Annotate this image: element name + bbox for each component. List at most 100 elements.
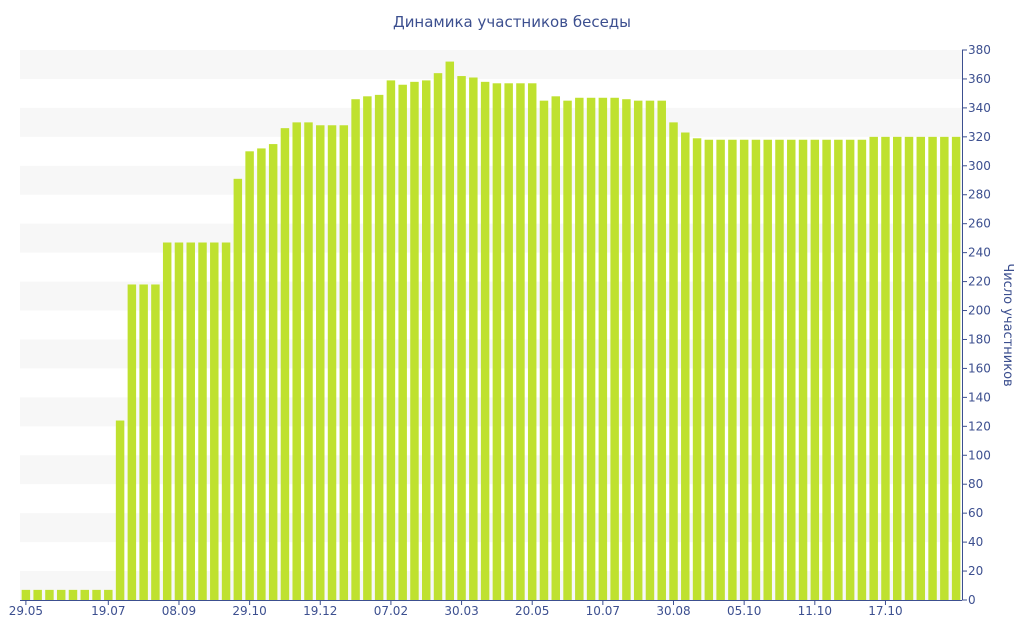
bar[interactable] xyxy=(80,589,90,600)
y-tick-label: 380 xyxy=(968,43,991,57)
bar[interactable] xyxy=(492,83,502,600)
bar[interactable] xyxy=(186,242,195,601)
bar[interactable] xyxy=(516,83,525,600)
y-tick-label: 160 xyxy=(968,361,991,375)
bar[interactable] xyxy=(692,138,702,600)
bar[interactable] xyxy=(386,80,396,601)
bar[interactable] xyxy=(351,99,360,601)
bar[interactable] xyxy=(457,76,466,601)
grid-band xyxy=(20,165,962,195)
bar[interactable] xyxy=(586,97,596,601)
bar[interactable] xyxy=(551,96,561,600)
bar[interactable] xyxy=(622,99,631,601)
bar[interactable] xyxy=(763,139,772,600)
bar[interactable] xyxy=(775,139,784,600)
bar[interactable] xyxy=(56,589,66,600)
bar[interactable] xyxy=(92,589,101,600)
bar[interactable] xyxy=(21,589,31,600)
bar[interactable] xyxy=(951,136,961,600)
bar[interactable] xyxy=(598,97,608,601)
y-axis-title: Число участников xyxy=(1000,263,1015,386)
bar[interactable] xyxy=(575,97,584,601)
bar[interactable] xyxy=(174,242,184,601)
bar[interactable] xyxy=(245,151,254,600)
bar[interactable] xyxy=(798,139,808,600)
bar[interactable] xyxy=(104,589,113,600)
bar[interactable] xyxy=(810,139,820,600)
bar[interactable] xyxy=(739,139,749,600)
grid-band xyxy=(20,397,962,427)
bar[interactable] xyxy=(316,125,325,601)
y-tick-label: 140 xyxy=(968,390,991,404)
x-tick-label: 19.12 xyxy=(303,604,337,618)
y-tick-label: 360 xyxy=(968,72,991,86)
bar[interactable] xyxy=(504,83,513,600)
bar[interactable] xyxy=(327,125,337,601)
bar[interactable] xyxy=(304,122,313,601)
bar[interactable] xyxy=(139,284,148,600)
bar[interactable] xyxy=(881,136,890,600)
bar[interactable] xyxy=(233,178,243,600)
bar[interactable] xyxy=(410,81,419,600)
y-tick-label: 200 xyxy=(968,304,991,318)
y-tick-label: 220 xyxy=(968,275,991,289)
bar[interactable] xyxy=(374,94,384,601)
bar[interactable] xyxy=(834,139,843,600)
bar[interactable] xyxy=(210,242,219,601)
bar[interactable] xyxy=(68,589,78,600)
bar[interactable] xyxy=(433,73,443,600)
x-tick-label: 10.07 xyxy=(586,604,620,618)
bar[interactable] xyxy=(669,122,678,601)
bar[interactable] xyxy=(869,136,878,600)
x-tick-label: 19.07 xyxy=(91,604,125,618)
bar[interactable] xyxy=(268,144,278,600)
bar[interactable] xyxy=(527,83,537,600)
grid-band xyxy=(20,513,962,543)
grid-band xyxy=(20,50,962,79)
bar[interactable] xyxy=(633,100,643,600)
bar[interactable] xyxy=(257,148,266,600)
bar[interactable] xyxy=(115,420,125,600)
bar[interactable] xyxy=(127,284,137,600)
bar[interactable] xyxy=(928,136,937,600)
bar[interactable] xyxy=(681,132,690,601)
bar[interactable] xyxy=(151,284,160,600)
bar[interactable] xyxy=(445,61,455,600)
bar[interactable] xyxy=(398,84,407,601)
bar[interactable] xyxy=(657,100,666,600)
bar-series xyxy=(21,61,961,601)
bar[interactable] xyxy=(610,97,619,601)
bar[interactable] xyxy=(787,139,796,600)
bar[interactable] xyxy=(198,242,207,601)
bar[interactable] xyxy=(845,139,855,600)
bar[interactable] xyxy=(751,139,761,600)
y-tick-label: 0 xyxy=(968,593,976,607)
bar[interactable] xyxy=(339,125,349,601)
bar[interactable] xyxy=(716,139,725,600)
x-tick-label: 05.10 xyxy=(727,604,761,618)
bar[interactable] xyxy=(162,242,172,601)
bar[interactable] xyxy=(421,80,431,601)
y-tick-label: 260 xyxy=(968,217,991,231)
bar[interactable] xyxy=(292,122,301,601)
bar[interactable] xyxy=(33,589,42,600)
bar[interactable] xyxy=(539,100,549,600)
bar[interactable] xyxy=(45,589,54,600)
bar[interactable] xyxy=(916,136,926,600)
bar[interactable] xyxy=(704,139,714,600)
bar[interactable] xyxy=(480,81,490,600)
bar[interactable] xyxy=(563,100,572,600)
bar[interactable] xyxy=(728,139,737,600)
bar[interactable] xyxy=(822,139,831,600)
bar[interactable] xyxy=(857,139,867,600)
grid-band xyxy=(20,281,962,311)
bar[interactable] xyxy=(940,136,949,600)
bar[interactable] xyxy=(363,96,372,600)
y-tick-label: 180 xyxy=(968,332,991,346)
bar[interactable] xyxy=(645,100,655,600)
bar[interactable] xyxy=(280,128,290,600)
bar[interactable] xyxy=(221,242,231,601)
bar[interactable] xyxy=(904,136,914,600)
bar[interactable] xyxy=(469,77,478,601)
bar[interactable] xyxy=(892,136,902,600)
